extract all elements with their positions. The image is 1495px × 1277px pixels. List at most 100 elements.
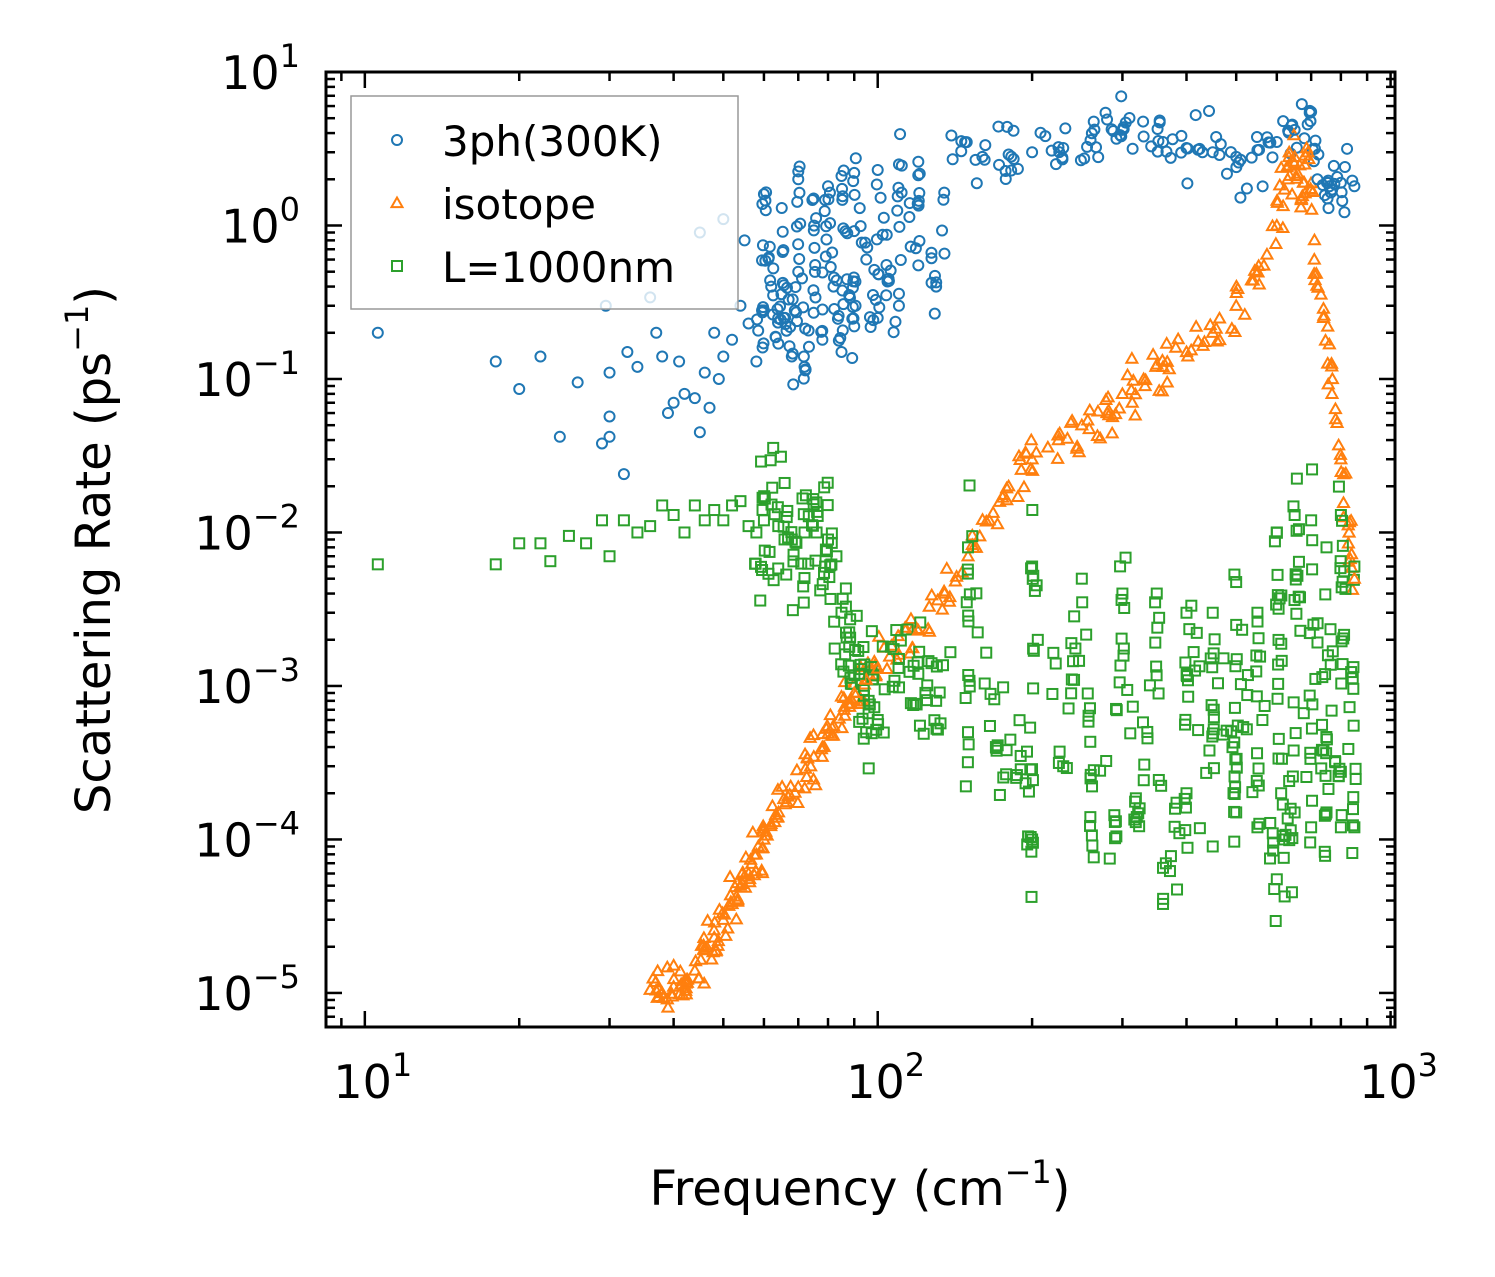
data-point bbox=[716, 912, 731, 925]
data-point bbox=[791, 779, 806, 793]
data-point bbox=[848, 166, 861, 179]
data-point bbox=[996, 487, 1011, 501]
data-point bbox=[1207, 647, 1220, 660]
data-point bbox=[1304, 202, 1319, 215]
data-point bbox=[534, 350, 547, 363]
data-point bbox=[1234, 191, 1247, 204]
data-point bbox=[707, 914, 722, 928]
data-point bbox=[1320, 319, 1335, 332]
y-tick-label: 100 bbox=[221, 190, 300, 253]
data-point bbox=[1320, 806, 1333, 819]
data-point bbox=[830, 550, 843, 563]
data-point bbox=[1325, 704, 1338, 717]
data-point bbox=[1301, 151, 1317, 165]
data-point bbox=[1149, 636, 1162, 649]
data-point bbox=[1084, 819, 1097, 832]
data-point bbox=[1266, 151, 1279, 164]
data-point bbox=[846, 300, 859, 313]
data-point bbox=[822, 180, 835, 193]
data-point bbox=[1273, 592, 1286, 605]
data-point bbox=[1287, 149, 1302, 162]
data-point bbox=[798, 572, 811, 585]
data-point bbox=[1205, 325, 1220, 338]
data-point bbox=[1170, 331, 1186, 345]
data-point bbox=[672, 986, 687, 1000]
data-point bbox=[1333, 447, 1348, 460]
x-tick-label-exponent: 1 bbox=[392, 1046, 412, 1084]
data-point bbox=[1001, 478, 1016, 492]
data-point bbox=[960, 548, 976, 562]
data-point bbox=[1259, 246, 1275, 260]
data-point bbox=[876, 228, 889, 241]
data-point bbox=[847, 175, 860, 188]
data-point bbox=[780, 324, 793, 337]
data-point bbox=[1250, 649, 1263, 662]
data-point bbox=[1306, 534, 1319, 547]
data-point bbox=[1211, 677, 1224, 690]
data-point bbox=[1059, 122, 1072, 135]
data-point bbox=[1190, 626, 1203, 639]
data-point bbox=[777, 796, 793, 810]
data-point bbox=[1179, 718, 1192, 731]
data-point bbox=[1123, 112, 1136, 125]
data-point bbox=[1251, 615, 1264, 628]
data-point bbox=[1031, 633, 1044, 646]
data-point bbox=[1094, 764, 1107, 777]
data-point bbox=[949, 569, 964, 582]
data-point bbox=[1254, 650, 1267, 663]
data-point bbox=[777, 244, 790, 257]
data-point bbox=[1319, 849, 1332, 862]
data-point bbox=[1080, 412, 1095, 426]
data-point bbox=[1207, 711, 1220, 724]
data-point bbox=[1157, 897, 1170, 910]
data-point bbox=[863, 698, 876, 711]
data-point bbox=[1141, 732, 1154, 745]
data-point bbox=[913, 645, 926, 658]
data-point bbox=[1271, 692, 1284, 705]
data-point bbox=[983, 719, 996, 732]
data-point bbox=[806, 193, 819, 206]
data-point bbox=[903, 665, 916, 678]
data-point bbox=[722, 869, 738, 882]
data-point bbox=[1189, 109, 1202, 122]
data-point bbox=[1152, 773, 1165, 786]
x-axis-label-superscript: −1 bbox=[1005, 1153, 1052, 1191]
data-point bbox=[1288, 806, 1301, 819]
data-point bbox=[1272, 677, 1285, 690]
data-point bbox=[1082, 402, 1097, 416]
data-point bbox=[1118, 601, 1131, 614]
data-point bbox=[936, 224, 949, 237]
data-point bbox=[976, 150, 989, 163]
data-point bbox=[894, 254, 907, 267]
data-point bbox=[1342, 742, 1355, 755]
data-point bbox=[1347, 571, 1362, 584]
data-point bbox=[1230, 761, 1243, 774]
y-tick-label: 10−5 bbox=[194, 958, 300, 1021]
data-point bbox=[729, 888, 744, 902]
data-point bbox=[1286, 770, 1299, 783]
data-point bbox=[993, 788, 1006, 801]
data-point bbox=[756, 831, 772, 845]
data-point bbox=[1320, 731, 1333, 744]
data-point bbox=[877, 726, 890, 739]
x-tick-label: 103 bbox=[1359, 1046, 1438, 1109]
data-point bbox=[793, 160, 806, 173]
data-point bbox=[1224, 321, 1240, 334]
data-point bbox=[1316, 671, 1329, 684]
data-point bbox=[979, 139, 992, 152]
data-point bbox=[1151, 383, 1167, 396]
data-point bbox=[1212, 310, 1227, 324]
data-point bbox=[1002, 148, 1015, 161]
data-point bbox=[1081, 140, 1094, 153]
data-point bbox=[1306, 794, 1319, 807]
data-point bbox=[959, 692, 972, 705]
data-point bbox=[763, 240, 776, 253]
data-point bbox=[1251, 747, 1264, 760]
data-point bbox=[826, 718, 841, 731]
data-point bbox=[877, 211, 890, 224]
data-point bbox=[1108, 809, 1121, 822]
data-point bbox=[703, 401, 716, 414]
data-point bbox=[806, 749, 822, 762]
data-point bbox=[718, 928, 733, 941]
data-point bbox=[603, 366, 616, 379]
